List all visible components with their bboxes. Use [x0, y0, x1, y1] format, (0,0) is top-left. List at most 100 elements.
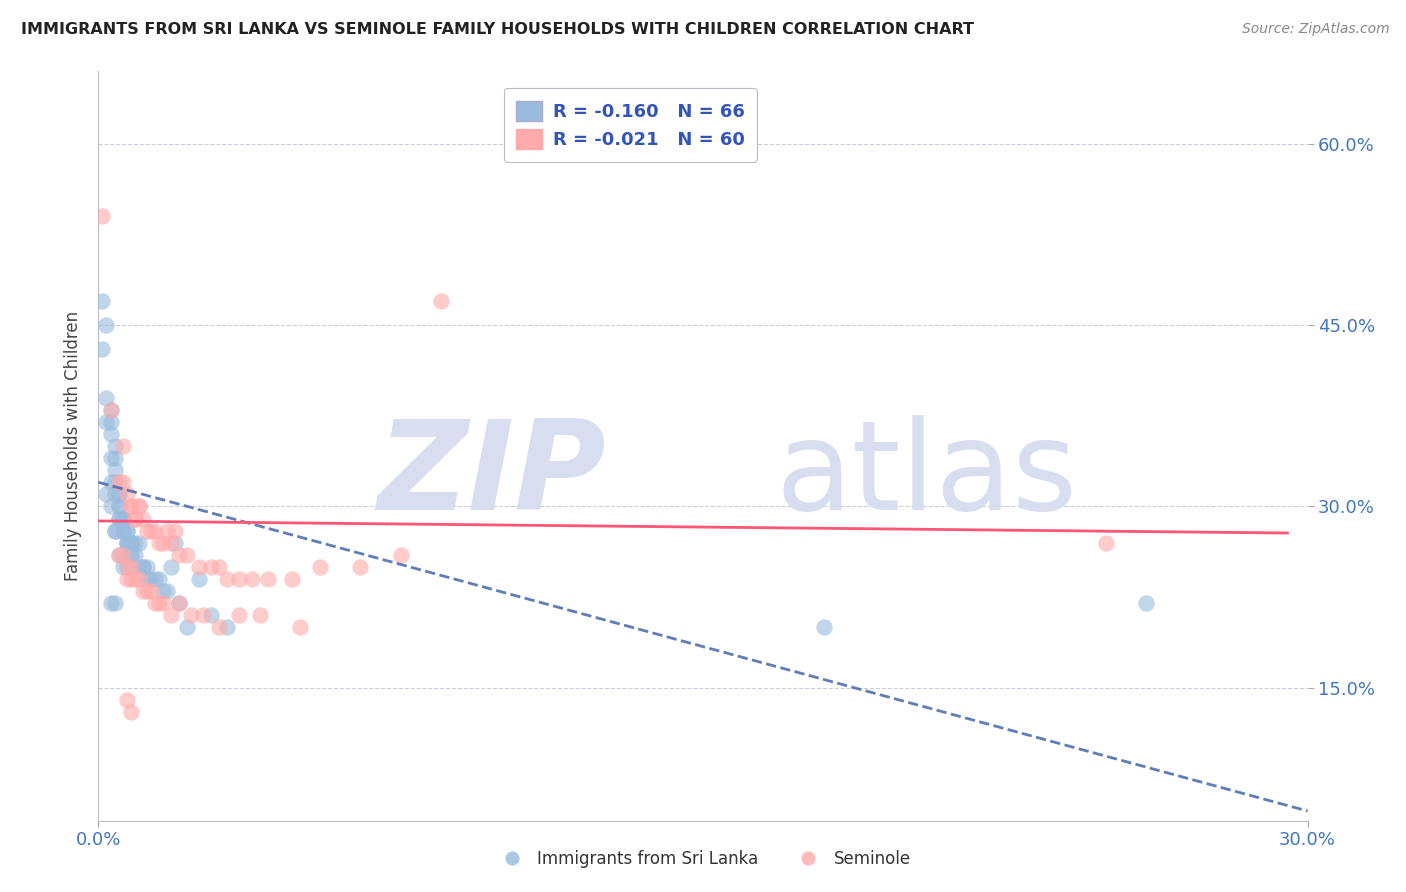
Point	[249, 608, 271, 623]
Point	[188, 572, 211, 586]
Point	[1095, 535, 1118, 549]
Point	[115, 487, 138, 501]
Point	[107, 500, 129, 514]
Point	[389, 548, 412, 562]
Point	[124, 535, 146, 549]
Point	[115, 559, 138, 574]
Point	[135, 584, 157, 599]
Point	[103, 524, 125, 538]
Point	[288, 620, 311, 634]
Point	[309, 559, 332, 574]
Point	[132, 559, 155, 574]
Point	[111, 439, 134, 453]
Point	[100, 475, 122, 490]
Point	[103, 596, 125, 610]
Point	[813, 620, 835, 634]
Point	[115, 559, 138, 574]
Point	[128, 559, 150, 574]
Point	[148, 535, 170, 549]
Point	[281, 572, 304, 586]
Point	[139, 572, 162, 586]
Point	[103, 463, 125, 477]
Point	[115, 524, 138, 538]
Point	[430, 293, 453, 308]
Legend: R = -0.160   N = 66, R = -0.021   N = 60: R = -0.160 N = 66, R = -0.021 N = 60	[503, 88, 756, 162]
Point	[103, 475, 125, 490]
Point	[200, 608, 222, 623]
Point	[143, 572, 166, 586]
Point	[115, 693, 138, 707]
Point	[96, 391, 118, 405]
Point	[152, 596, 174, 610]
Point	[111, 524, 134, 538]
Point	[91, 293, 114, 308]
Point	[217, 620, 239, 634]
Point	[228, 572, 250, 586]
Point	[107, 548, 129, 562]
Point	[217, 572, 239, 586]
Point	[120, 548, 142, 562]
Point	[156, 584, 179, 599]
Text: IMMIGRANTS FROM SRI LANKA VS SEMINOLE FAMILY HOUSEHOLDS WITH CHILDREN CORRELATIO: IMMIGRANTS FROM SRI LANKA VS SEMINOLE FA…	[21, 22, 974, 37]
Point	[120, 500, 142, 514]
Point	[120, 535, 142, 549]
Point	[188, 559, 211, 574]
Point	[176, 620, 198, 634]
Point	[128, 500, 150, 514]
Point	[160, 608, 183, 623]
Point	[124, 548, 146, 562]
Point	[193, 608, 215, 623]
Point	[120, 559, 142, 574]
Point	[163, 524, 186, 538]
Point	[100, 596, 122, 610]
Text: atlas: atlas	[776, 416, 1077, 536]
Point	[148, 572, 170, 586]
Point	[124, 511, 146, 525]
Point	[120, 572, 142, 586]
Point	[103, 524, 125, 538]
Point	[228, 608, 250, 623]
Point	[160, 535, 183, 549]
Point	[111, 524, 134, 538]
Point	[124, 511, 146, 525]
Point	[100, 451, 122, 466]
Point	[208, 559, 231, 574]
Point	[115, 535, 138, 549]
Point	[135, 524, 157, 538]
Point	[152, 584, 174, 599]
Point	[107, 475, 129, 490]
Point	[128, 535, 150, 549]
Point	[111, 511, 134, 525]
Point	[132, 584, 155, 599]
Point	[128, 572, 150, 586]
Point	[107, 487, 129, 501]
Point	[143, 524, 166, 538]
Point	[128, 500, 150, 514]
Point	[152, 535, 174, 549]
Point	[135, 559, 157, 574]
Point	[135, 572, 157, 586]
Point	[349, 559, 371, 574]
Point	[167, 596, 190, 610]
Point	[107, 548, 129, 562]
Point	[180, 608, 202, 623]
Point	[120, 548, 142, 562]
Point	[96, 487, 118, 501]
Point	[111, 559, 134, 574]
Point	[100, 402, 122, 417]
Point	[91, 210, 114, 224]
Point	[167, 596, 190, 610]
Point	[103, 439, 125, 453]
Point	[240, 572, 263, 586]
Point	[103, 451, 125, 466]
Point	[1135, 596, 1157, 610]
Point	[120, 705, 142, 719]
Point	[176, 548, 198, 562]
Point	[120, 500, 142, 514]
Point	[111, 475, 134, 490]
Point	[148, 596, 170, 610]
Point	[96, 318, 118, 333]
Text: ZIP: ZIP	[378, 416, 606, 536]
Text: Source: ZipAtlas.com: Source: ZipAtlas.com	[1241, 22, 1389, 37]
Point	[107, 511, 129, 525]
